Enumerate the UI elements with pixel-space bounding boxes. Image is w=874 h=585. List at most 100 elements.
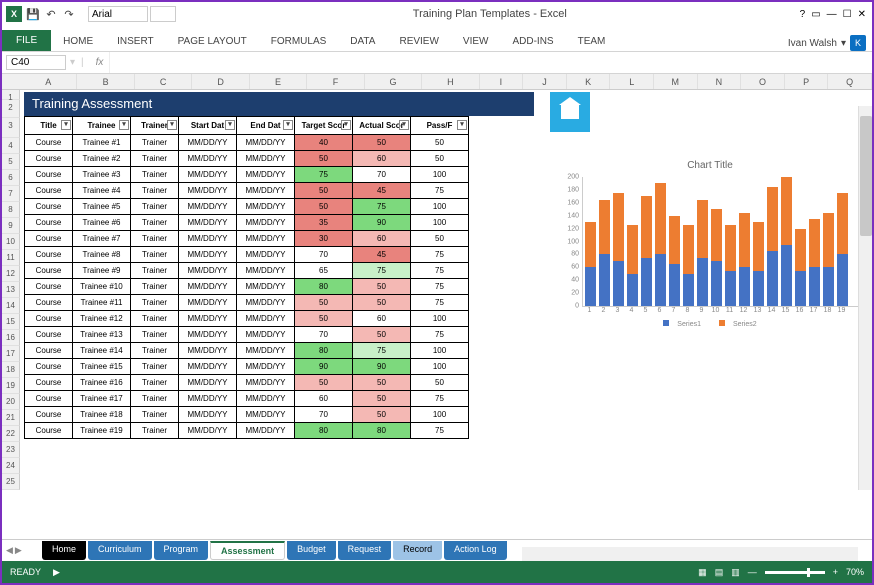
table-row[interactable]: CourseTrainee #1TrainerMM/DD/YYMM/DD/YY4… — [25, 135, 469, 151]
row-header[interactable]: 20 — [2, 394, 20, 410]
table-header[interactable]: Start Dat▾ — [179, 117, 237, 135]
help-icon[interactable]: ? — [800, 9, 806, 20]
row-header[interactable]: 25 — [2, 474, 20, 490]
col-header[interactable]: F — [307, 74, 364, 89]
undo-icon[interactable]: ↶ — [44, 7, 58, 21]
table-row[interactable]: CourseTrainee #8TrainerMM/DD/YYMM/DD/YY7… — [25, 247, 469, 263]
col-header[interactable]: M — [654, 74, 698, 89]
table-row[interactable]: CourseTrainee #6TrainerMM/DD/YYMM/DD/YY3… — [25, 215, 469, 231]
table-header[interactable]: Actual Scor▾ — [353, 117, 411, 135]
sheet-tab-program[interactable]: Program — [154, 541, 209, 560]
row-header[interactable]: 3 — [2, 118, 20, 138]
col-header[interactable]: O — [741, 74, 785, 89]
table-row[interactable]: CourseTrainee #13TrainerMM/DD/YYMM/DD/YY… — [25, 327, 469, 343]
ribbon-tab-team[interactable]: TEAM — [566, 32, 618, 51]
row-header[interactable]: 9 — [2, 218, 20, 234]
sheet-tab-record[interactable]: Record — [393, 541, 442, 560]
sheet-tab-assessment[interactable]: Assessment — [210, 541, 285, 560]
table-row[interactable]: CourseTrainee #4TrainerMM/DD/YYMM/DD/YY5… — [25, 183, 469, 199]
col-header[interactable]: A — [20, 74, 77, 89]
row-header[interactable]: 15 — [2, 314, 20, 330]
vertical-scrollbar[interactable] — [858, 106, 872, 490]
table-row[interactable]: CourseTrainee #3TrainerMM/DD/YYMM/DD/YY7… — [25, 167, 469, 183]
view-layout-icon[interactable]: ▤ — [715, 567, 724, 578]
col-header[interactable]: I — [480, 74, 524, 89]
col-header[interactable]: K — [567, 74, 611, 89]
table-row[interactable]: CourseTrainee #18TrainerMM/DD/YYMM/DD/YY… — [25, 407, 469, 423]
user-name[interactable]: Ivan Walsh — [788, 38, 837, 49]
zoom-in-icon[interactable]: + — [833, 567, 838, 577]
table-row[interactable]: CourseTrainee #7TrainerMM/DD/YYMM/DD/YY3… — [25, 231, 469, 247]
table-row[interactable]: CourseTrainee #14TrainerMM/DD/YYMM/DD/YY… — [25, 343, 469, 359]
name-box[interactable] — [6, 55, 66, 70]
redo-icon[interactable]: ↷ — [62, 7, 76, 21]
row-header[interactable]: 12 — [2, 266, 20, 282]
table-row[interactable]: CourseTrainee #11TrainerMM/DD/YYMM/DD/YY… — [25, 295, 469, 311]
row-header[interactable]: 6 — [2, 170, 20, 186]
row-header[interactable]: 24 — [2, 458, 20, 474]
row-header[interactable]: 10 — [2, 234, 20, 250]
table-header[interactable]: Trainee▾ — [73, 117, 131, 135]
ribbon-options-icon[interactable]: ▭ — [811, 9, 820, 20]
sheet-tab-budget[interactable]: Budget — [287, 541, 336, 560]
row-header[interactable]: 8 — [2, 202, 20, 218]
ribbon-tab-review[interactable]: REVIEW — [387, 32, 450, 51]
row-header[interactable]: 18 — [2, 362, 20, 378]
row-header[interactable]: 14 — [2, 298, 20, 314]
col-header[interactable]: B — [77, 74, 134, 89]
sheet-tab-request[interactable]: Request — [338, 541, 392, 560]
col-header[interactable]: L — [610, 74, 654, 89]
row-header[interactable]: 16 — [2, 330, 20, 346]
table-header[interactable]: Title▾ — [25, 117, 73, 135]
row-header[interactable]: 11 — [2, 250, 20, 266]
col-header[interactable]: J — [523, 74, 567, 89]
row-header[interactable]: 7 — [2, 186, 20, 202]
user-avatar[interactable]: K — [850, 35, 866, 51]
col-header[interactable]: E — [250, 74, 307, 89]
table-row[interactable]: CourseTrainee #19TrainerMM/DD/YYMM/DD/YY… — [25, 423, 469, 439]
ribbon-tab-formulas[interactable]: FORMULAS — [259, 32, 339, 51]
view-break-icon[interactable]: ▥ — [731, 567, 740, 578]
table-header[interactable]: Trainer▾ — [131, 117, 179, 135]
zoom-out-icon[interactable]: — — [748, 567, 757, 577]
table-row[interactable]: CourseTrainee #16TrainerMM/DD/YYMM/DD/YY… — [25, 375, 469, 391]
ribbon-tab-insert[interactable]: INSERT — [105, 32, 166, 51]
row-header[interactable]: 2 — [2, 100, 20, 118]
macro-record-icon[interactable]: ▶ — [53, 567, 60, 578]
col-header[interactable]: P — [785, 74, 829, 89]
table-row[interactable]: CourseTrainee #12TrainerMM/DD/YYMM/DD/YY… — [25, 311, 469, 327]
col-header[interactable]: D — [192, 74, 249, 89]
row-header[interactable]: 19 — [2, 378, 20, 394]
ribbon-tab-page-layout[interactable]: PAGE LAYOUT — [166, 32, 259, 51]
font-size-input[interactable] — [150, 6, 176, 22]
table-row[interactable]: CourseTrainee #9TrainerMM/DD/YYMM/DD/YY6… — [25, 263, 469, 279]
font-name-input[interactable] — [88, 6, 148, 22]
sheet-tab-curriculum[interactable]: Curriculum — [88, 541, 152, 560]
ribbon-tab-view[interactable]: VIEW — [451, 32, 501, 51]
row-header[interactable]: 1 — [2, 90, 20, 100]
zoom-slider[interactable] — [765, 571, 825, 574]
table-header[interactable]: End Dat▾ — [237, 117, 295, 135]
row-header[interactable]: 17 — [2, 346, 20, 362]
zoom-level[interactable]: 70% — [846, 567, 864, 577]
row-header[interactable]: 21 — [2, 410, 20, 426]
close-icon[interactable]: ✕ — [858, 9, 866, 20]
horizontal-scrollbar[interactable] — [522, 547, 858, 561]
table-row[interactable]: CourseTrainee #17TrainerMM/DD/YYMM/DD/YY… — [25, 391, 469, 407]
col-header[interactable]: G — [365, 74, 422, 89]
sheet-tab-home[interactable]: Home — [42, 541, 86, 560]
row-header[interactable]: 23 — [2, 442, 20, 458]
table-row[interactable]: CourseTrainee #10TrainerMM/DD/YYMM/DD/YY… — [25, 279, 469, 295]
col-header[interactable]: H — [422, 74, 479, 89]
home-icon[interactable] — [550, 92, 590, 132]
ribbon-tab-add-ins[interactable]: ADD-INS — [500, 32, 565, 51]
fx-icon[interactable]: fx — [90, 57, 110, 68]
table-row[interactable]: CourseTrainee #5TrainerMM/DD/YYMM/DD/YY5… — [25, 199, 469, 215]
row-header[interactable]: 4 — [2, 138, 20, 154]
minimize-icon[interactable]: — — [827, 9, 837, 20]
ribbon-tab-file[interactable]: FILE — [2, 30, 51, 51]
ribbon-tab-data[interactable]: DATA — [338, 32, 387, 51]
chart[interactable]: Chart Title 020406080100120140160180200 … — [560, 160, 860, 335]
table-header[interactable]: Target Scor▾ — [295, 117, 353, 135]
tab-nav-next-icon[interactable]: ▶ — [15, 545, 22, 556]
